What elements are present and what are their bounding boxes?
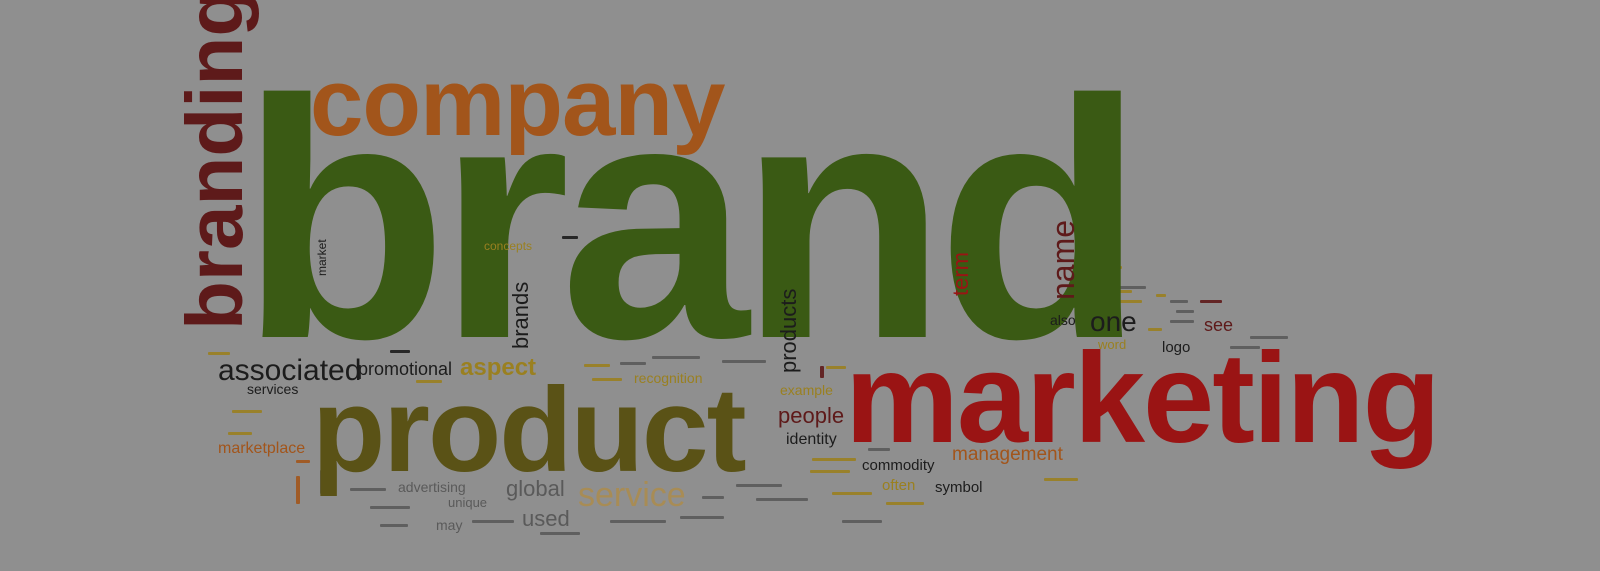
- word-concepts: concepts: [484, 239, 533, 253]
- word-marketing: marketing: [845, 327, 1441, 470]
- word-unique: unique: [448, 495, 488, 510]
- word-used: used: [522, 506, 570, 531]
- word-see: see: [1204, 315, 1234, 335]
- word-example: example: [780, 382, 833, 398]
- word-marketplace: marketplace: [218, 440, 306, 457]
- word-may: may: [436, 517, 463, 533]
- word-service: service: [578, 476, 686, 514]
- word-company: company: [310, 49, 725, 156]
- word-products: products: [776, 288, 801, 373]
- word-word: word: [1098, 337, 1127, 352]
- word-identity: identity: [786, 431, 837, 448]
- word-aspect: aspect: [460, 354, 537, 381]
- word-associated: associated: [218, 354, 362, 387]
- word-often: often: [882, 477, 916, 494]
- word-market: market: [315, 239, 329, 276]
- word-commodity: commodity: [862, 457, 935, 474]
- word-brands: brands: [508, 281, 533, 349]
- word-recognition: recognition: [634, 370, 703, 386]
- word-also: also: [1050, 312, 1076, 328]
- word-branding: branding: [170, 0, 259, 330]
- word-product: product: [312, 363, 747, 497]
- word-one: one: [1090, 306, 1137, 337]
- word-brand: brand: [240, 30, 1144, 410]
- word-advertising: advertising: [398, 479, 466, 495]
- word-management: management: [952, 444, 1063, 465]
- word-promotional: promotional: [358, 359, 453, 379]
- word-logo: logo: [1162, 339, 1191, 356]
- word-symbol: symbol: [935, 479, 983, 496]
- word-global: global: [506, 476, 565, 501]
- word-services: services: [247, 381, 299, 397]
- word-people: people: [778, 403, 845, 428]
- word-name: name: [1045, 219, 1081, 300]
- word-term: term: [948, 252, 973, 296]
